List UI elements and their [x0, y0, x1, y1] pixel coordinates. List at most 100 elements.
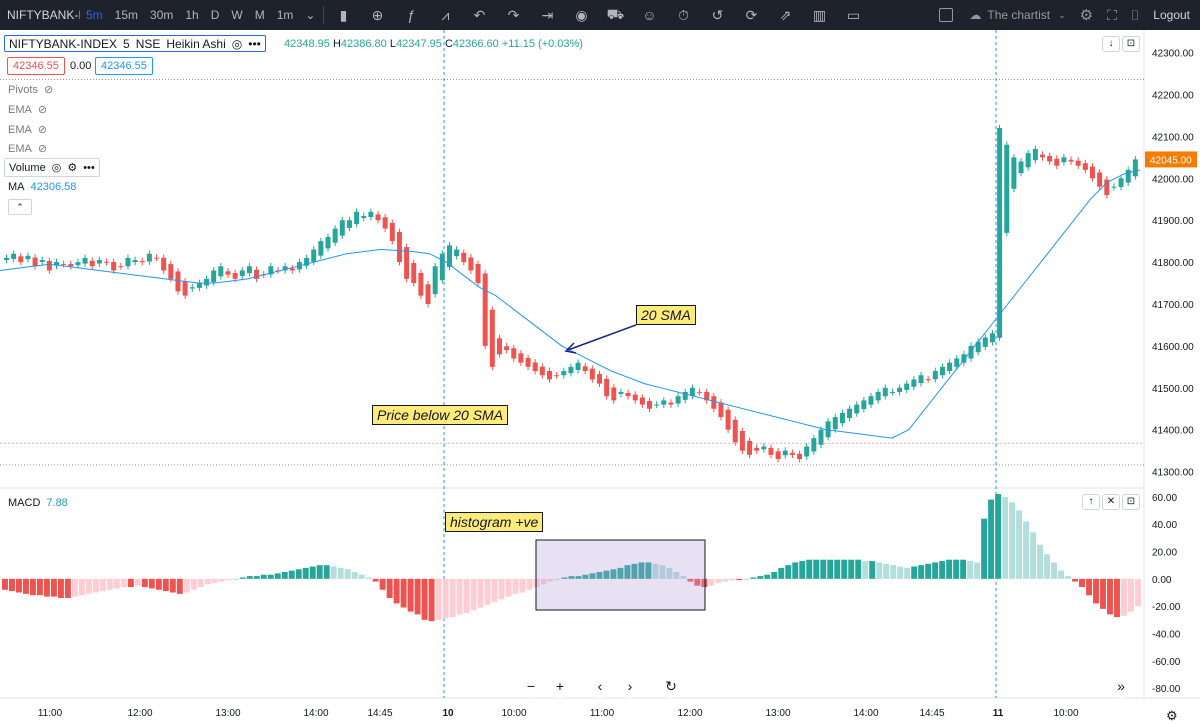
candle-body	[332, 228, 338, 243]
timeframe-W[interactable]: W	[231, 8, 243, 22]
low-value: 42347.95	[395, 38, 442, 50]
timeframe-15m[interactable]: 15m	[114, 8, 139, 22]
candle-body	[346, 220, 352, 228]
indicator-pivots[interactable]: Pivots ⊘	[8, 83, 54, 97]
sell-price[interactable]: 42346.55	[7, 57, 65, 75]
zoom-in-button[interactable]: +	[549, 676, 571, 698]
candle-body	[361, 216, 367, 218]
macd-histogram-bar	[820, 559, 827, 579]
timeframe-D[interactable]: D	[210, 8, 220, 22]
templates-icon[interactable]: ⩘	[441, 6, 450, 23]
indicator-volume[interactable]: Volume ◎ ⚙ •••	[4, 158, 100, 177]
candle-body	[882, 387, 888, 397]
symbol-search[interactable]: NIFTYBANK-I	[7, 8, 80, 22]
annotation-histogram[interactable]: histogram +ve	[445, 512, 544, 532]
timeframe-5m[interactable]: 5m	[86, 8, 103, 22]
candle-body	[697, 391, 703, 393]
layout-menu[interactable]: ☁ The chartist ⌄ ⚙ ⛶ ⌷	[939, 6, 1139, 24]
price-tick-label: 41600.00	[1152, 342, 1194, 353]
refresh-icon[interactable]: ⟳	[745, 6, 758, 23]
symbol-legend[interactable]: NIFTYBANK-INDEX 5 NSE Heikin Ashi ◎ •••	[4, 35, 266, 52]
maximize-macd-button[interactable]: ⊡	[1122, 494, 1140, 510]
move-up-button[interactable]: ↑	[1082, 494, 1100, 510]
reset-chart-button[interactable]: ↻	[660, 676, 682, 698]
indicator-ma[interactable]: MA 42306.58	[8, 181, 77, 193]
hidden-eye-icon: ⊘	[37, 124, 48, 136]
indicator-macd[interactable]: MACD 7.88	[8, 497, 68, 509]
candle-body	[454, 249, 460, 257]
maximize-pane-button[interactable]: ⊡	[1122, 36, 1140, 52]
candle-body	[768, 447, 774, 455]
annotation-price-below[interactable]: Price below 20 SMA	[372, 405, 509, 425]
annotation-sma[interactable]: 20 SMA	[636, 305, 696, 325]
move-down-button[interactable]: ↓	[1102, 36, 1120, 52]
chevron-down-icon[interactable]: ⌄	[305, 8, 316, 22]
stats-icon[interactable]: ▥	[812, 6, 827, 23]
camera-icon[interactable]: ⌷	[1130, 6, 1140, 23]
annotation-arrowhead	[564, 342, 577, 354]
alert-icon[interactable]: ⏱	[677, 6, 689, 23]
reset-icon[interactable]: ↺	[711, 6, 724, 23]
candle-body	[675, 396, 681, 404]
chart-canvas[interactable]: 42300.00 42200.00 42100.00 42000.00 41900.00…	[0, 30, 1200, 724]
eye-icon[interactable]: ◎	[231, 36, 243, 51]
eye-icon[interactable]: ◎	[51, 162, 62, 174]
timeframe-1m[interactable]: 1m	[276, 8, 294, 22]
indicators-icon[interactable]: ƒ	[407, 7, 416, 23]
cart-icon[interactable]: ⛟	[606, 5, 625, 22]
hidden-eye-icon: ⊘	[37, 104, 48, 116]
share-icon[interactable]: ⇗	[779, 6, 792, 23]
spread-value: 0.00	[70, 60, 92, 72]
candle-body	[518, 353, 524, 363]
candle-body	[639, 397, 645, 405]
candle-body	[1004, 144, 1010, 233]
user-icon[interactable]: ☺	[642, 7, 657, 23]
candle-body	[554, 375, 560, 377]
zoom-out-button[interactable]: −	[520, 676, 542, 698]
indicator-ema-3[interactable]: EMA ⊘	[8, 142, 48, 156]
candle-body	[847, 408, 853, 419]
scroll-left-button[interactable]: ‹	[589, 676, 611, 698]
candle-body	[1104, 179, 1110, 196]
macd-histogram-bar	[449, 578, 456, 618]
time-tick-label: 11:00	[38, 708, 63, 719]
scroll-to-realtime-button[interactable]: »	[1110, 676, 1132, 698]
buy-price[interactable]: 42346.55	[95, 57, 153, 75]
candle-body	[11, 253, 17, 259]
close-pane-button[interactable]: ✕	[1102, 494, 1120, 510]
candle-body	[1047, 155, 1053, 162]
undo-icon[interactable]: ↶	[473, 6, 486, 23]
macd-histogram-bar	[113, 578, 120, 589]
indicator-ema-2[interactable]: EMA ⊘	[8, 123, 48, 137]
fullscreen-icon[interactable]: ⛶	[1107, 6, 1117, 23]
candle-body	[647, 401, 653, 409]
candle-body	[811, 438, 817, 452]
redo-icon[interactable]: ↷	[507, 6, 520, 23]
macd-histogram-bar	[288, 570, 295, 579]
replay-icon[interactable]: ◉	[575, 6, 588, 23]
timeframe-30m[interactable]: 30m	[150, 8, 174, 22]
gear-icon[interactable]: ⚙	[67, 162, 78, 174]
indicator-ema-1[interactable]: EMA ⊘	[8, 103, 48, 117]
time-tick-label: 14:00	[303, 708, 328, 719]
macd-histogram-bar	[1100, 578, 1106, 609]
scroll-right-button[interactable]: ›	[619, 676, 641, 698]
macd-histogram-bar	[568, 576, 575, 579]
candle-body	[1054, 158, 1060, 166]
export-icon[interactable]: ⇥	[541, 6, 554, 23]
timeframe-1h[interactable]: 1h	[185, 8, 199, 22]
settings-icon[interactable]: ⚙	[1079, 7, 1094, 24]
collapse-legend-button[interactable]: ⌃	[8, 199, 32, 215]
candle-body	[132, 260, 138, 263]
macd-histogram-bar	[974, 562, 981, 579]
screen-icon[interactable]: ▭	[846, 6, 861, 23]
more-icon[interactable]: •••	[248, 36, 261, 51]
timeframe-M[interactable]: M	[254, 8, 265, 22]
macd-value: 7.88	[46, 497, 68, 509]
more-icon[interactable]: •••	[83, 161, 95, 174]
logout-button[interactable]: Logout	[1153, 8, 1190, 22]
price-tick-label: 42100.00	[1152, 132, 1194, 143]
add-compare-icon[interactable]: ⊕	[371, 6, 384, 23]
bar-style-icon[interactable]: ▮	[339, 6, 348, 23]
price-tick-label: 42000.00	[1152, 174, 1194, 185]
